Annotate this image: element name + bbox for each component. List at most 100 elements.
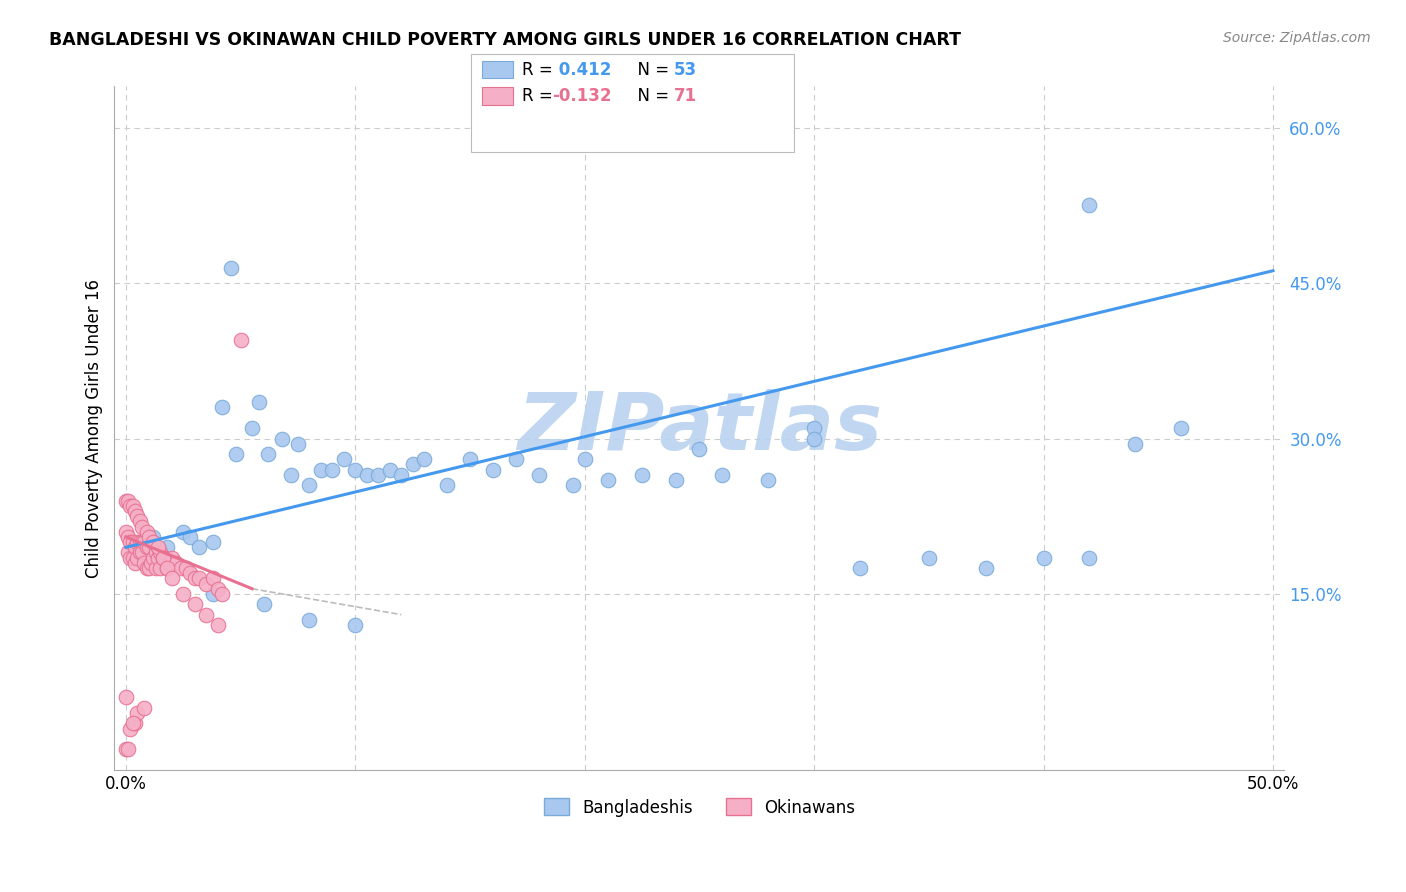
Text: N =: N = (627, 61, 675, 78)
Point (270, 432, 292, 446)
Text: 71: 71 (673, 87, 696, 105)
Point (138, 530, 160, 544)
Point (188, 541, 211, 555)
Point (142, 550, 165, 565)
Point (160, 571, 183, 585)
Point (124, 716, 146, 731)
Point (179, 566, 201, 581)
Point (211, 401, 233, 415)
Point (174, 561, 197, 575)
Point (120, 550, 142, 565)
Point (356, 467, 378, 482)
Point (153, 550, 176, 565)
Point (183, 597, 205, 611)
Point (918, 550, 941, 565)
Point (117, 742, 139, 756)
Point (128, 515, 150, 529)
Point (1078, 198, 1101, 212)
Point (183, 571, 205, 585)
Point (134, 535, 156, 549)
Point (156, 561, 179, 575)
Point (562, 478, 585, 492)
Point (298, 613, 321, 627)
Point (321, 462, 343, 476)
Point (146, 541, 169, 555)
Point (159, 556, 181, 570)
Point (849, 561, 872, 575)
Point (527, 467, 550, 482)
Point (127, 509, 149, 524)
Point (128, 535, 150, 549)
Point (756, 473, 779, 487)
Point (124, 504, 146, 518)
Point (145, 545, 167, 559)
Point (170, 561, 193, 575)
Y-axis label: Child Poverty Among Girls Under 16: Child Poverty Among Girls Under 16 (86, 278, 103, 578)
Point (257, 447, 280, 461)
Point (309, 462, 332, 476)
Point (482, 462, 505, 476)
Point (1078, 550, 1101, 565)
Point (413, 452, 436, 467)
Point (252, 597, 274, 611)
Point (115, 493, 138, 508)
Point (127, 706, 149, 720)
Point (160, 550, 183, 565)
Point (139, 556, 162, 570)
Point (505, 452, 527, 467)
Point (1123, 436, 1146, 450)
Point (149, 561, 172, 575)
Point (179, 530, 201, 544)
Point (149, 545, 172, 559)
Point (121, 535, 143, 549)
Point (803, 432, 825, 446)
Point (247, 395, 270, 409)
Point (121, 716, 143, 731)
Point (120, 535, 142, 549)
Point (202, 587, 225, 601)
Point (135, 541, 157, 555)
Point (344, 618, 367, 632)
Legend: Bangladeshis, Okinawans: Bangladeshis, Okinawans (537, 792, 862, 823)
Point (134, 556, 156, 570)
Point (115, 690, 138, 705)
Point (124, 541, 146, 555)
Point (117, 530, 139, 544)
Point (115, 524, 138, 539)
Point (135, 561, 157, 575)
Point (207, 618, 229, 632)
Text: 0.412: 0.412 (553, 61, 612, 78)
Text: N =: N = (627, 87, 675, 105)
Point (131, 545, 153, 559)
Point (138, 541, 160, 555)
Point (287, 436, 309, 450)
Point (367, 467, 389, 482)
Point (156, 541, 179, 555)
Point (134, 701, 156, 715)
Text: -0.132: -0.132 (553, 87, 612, 105)
Point (458, 452, 481, 467)
Point (711, 467, 734, 482)
Text: R =: R = (522, 61, 558, 78)
Point (195, 607, 218, 622)
Point (1032, 550, 1054, 565)
Point (240, 421, 263, 435)
Point (127, 535, 149, 549)
Point (138, 561, 160, 575)
Text: ZIPatlas: ZIPatlas (517, 389, 882, 467)
Point (135, 524, 157, 539)
Point (207, 582, 229, 596)
Point (156, 561, 179, 575)
Point (298, 478, 321, 492)
Point (401, 458, 423, 472)
Point (333, 452, 356, 467)
Point (172, 587, 194, 601)
Point (221, 260, 243, 275)
Point (344, 462, 367, 476)
Point (145, 561, 167, 575)
Point (117, 493, 139, 508)
Point (120, 722, 142, 736)
Point (165, 556, 187, 570)
Point (146, 550, 169, 565)
Point (202, 571, 225, 585)
